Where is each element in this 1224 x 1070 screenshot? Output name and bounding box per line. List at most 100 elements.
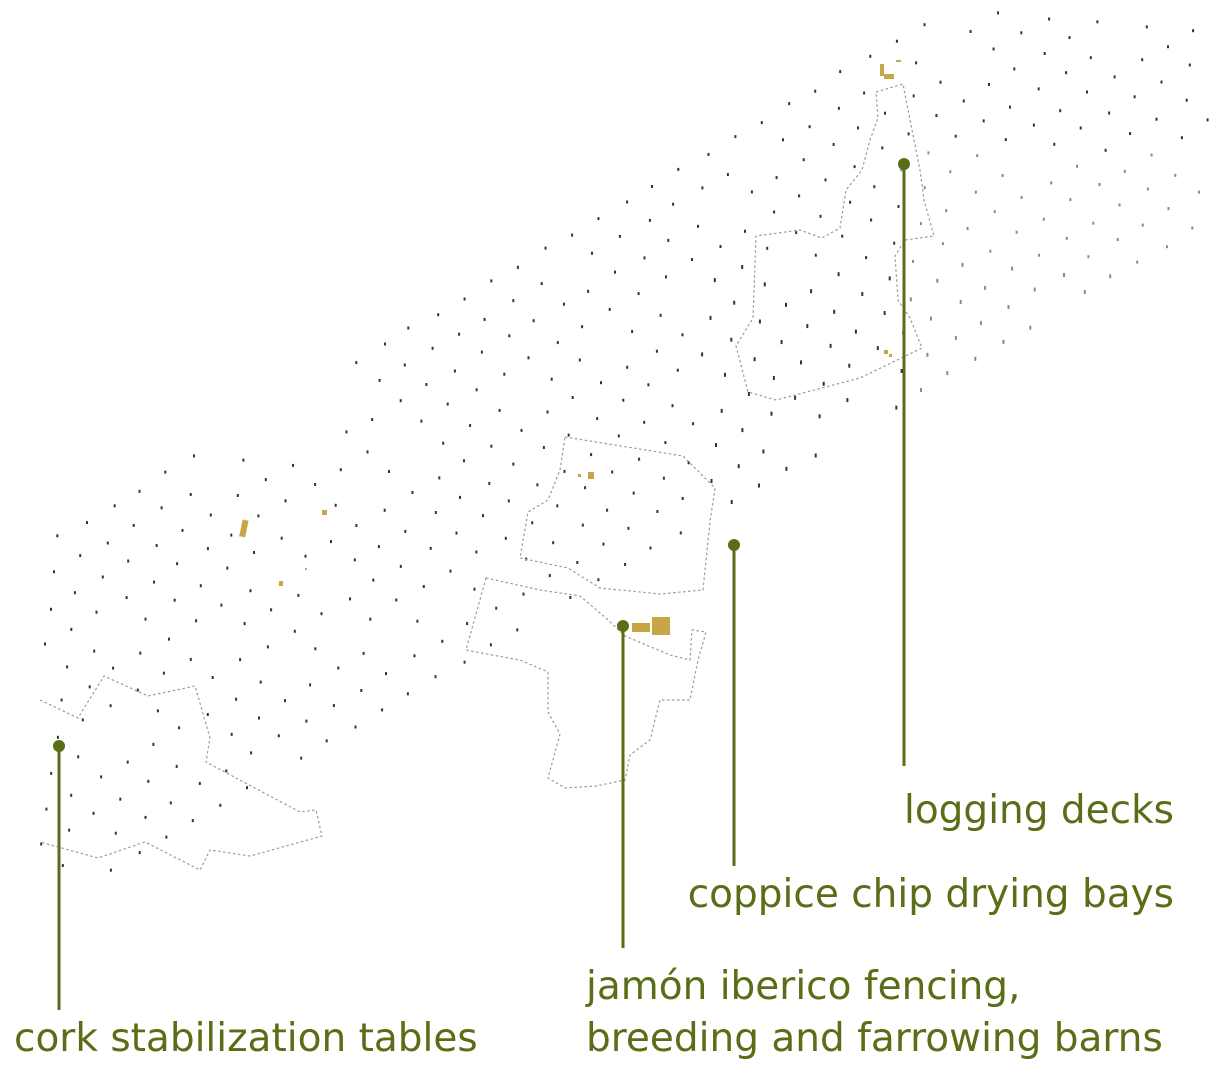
tree-dot	[946, 371, 949, 376]
tree-dot	[818, 414, 821, 419]
tree-dot	[498, 408, 501, 412]
tree-dot	[191, 819, 194, 823]
tree-dot	[126, 760, 129, 764]
tree-dot	[869, 54, 872, 58]
tree-dot	[95, 610, 98, 614]
tree-dot	[100, 775, 103, 779]
tree-dot	[822, 381, 825, 386]
tree-dot	[73, 591, 76, 595]
tree-dot	[853, 165, 856, 169]
cork-table-structure	[305, 568, 307, 570]
tree-dot	[219, 803, 222, 807]
tree-dot	[536, 483, 539, 487]
tree-dot	[230, 732, 233, 736]
tree-dot	[979, 321, 982, 326]
tree-dot	[926, 352, 929, 357]
tree-dot	[581, 325, 584, 329]
tree-dot	[701, 186, 704, 190]
tree-dot	[132, 523, 135, 527]
tree-dot	[741, 428, 744, 433]
tree-dot	[1167, 207, 1170, 211]
tree-dot	[632, 491, 635, 495]
tree-dot	[552, 541, 555, 545]
tree-dot	[814, 89, 817, 93]
tree-dot	[1059, 109, 1062, 113]
tree-dot	[715, 443, 717, 447]
tree-dot	[127, 559, 130, 563]
tree-dot	[1104, 148, 1107, 152]
tree-dot	[974, 356, 977, 361]
tree-dot	[516, 628, 519, 632]
tree-dot	[1109, 274, 1112, 279]
tree-dot	[1188, 63, 1191, 67]
tree-dot	[1079, 126, 1082, 130]
tree-dot	[814, 453, 817, 458]
label-cork-stabilization-tables: cork stabilization tables	[14, 1016, 478, 1061]
tree-dot	[413, 654, 416, 658]
tree-dot	[1191, 226, 1194, 230]
tree-dot	[737, 464, 740, 469]
tree-dot	[209, 513, 212, 517]
label-jamon-iberico-line-1: jamón iberico fencing,	[586, 964, 1021, 1009]
tree-dot	[606, 508, 609, 512]
tree-dot	[832, 143, 835, 146]
tree-dot	[919, 222, 922, 226]
tree-dot	[1092, 221, 1095, 225]
tree-dot	[277, 734, 280, 738]
tree-dot	[744, 229, 746, 233]
tree-dot	[181, 528, 184, 532]
tree-dot	[395, 598, 398, 602]
tree-dot	[81, 718, 84, 722]
tree-dot	[175, 764, 178, 768]
tree-dot	[930, 316, 932, 321]
tree-dot	[893, 241, 896, 245]
tree-dot	[144, 815, 147, 819]
tree-dot	[206, 713, 209, 716]
tree-dot	[846, 398, 849, 403]
tree-dot	[734, 135, 737, 139]
tree-dot	[954, 134, 957, 138]
tree-dot	[548, 574, 551, 578]
tree-dot	[381, 708, 384, 712]
tree-dot	[56, 735, 59, 739]
tree-dot	[773, 210, 776, 214]
tree-dot	[1096, 20, 1099, 24]
tree-dot	[56, 534, 59, 538]
tree-dot	[475, 550, 478, 554]
structure-footprints	[239, 60, 901, 635]
tree-dot	[195, 619, 198, 623]
leader-dot-cork-stabilization-tables	[53, 740, 65, 752]
tree-dot	[895, 39, 898, 43]
tree-dot	[730, 500, 733, 504]
tree-dot	[969, 30, 972, 33]
tree-dot	[556, 341, 559, 345]
tree-dot	[647, 383, 650, 387]
tree-dot	[165, 835, 168, 839]
tree-dot	[681, 497, 684, 500]
tree-dot	[44, 642, 46, 646]
tree-dot	[162, 671, 165, 675]
tree-dot	[512, 462, 515, 466]
tree-dot	[939, 80, 942, 84]
tree-dot	[109, 868, 112, 872]
tree-dot	[138, 851, 141, 855]
tree-dot	[707, 152, 710, 156]
tree-dot	[1009, 105, 1011, 109]
tree-dot	[420, 419, 423, 423]
tree-dot	[829, 343, 832, 348]
tree-dot	[618, 234, 621, 238]
tree-dot	[782, 138, 784, 142]
tree-dot	[239, 658, 242, 662]
barn-structure	[652, 617, 670, 635]
tree-dot	[70, 793, 73, 797]
tree-dot	[1167, 45, 1169, 49]
tree-dot	[236, 494, 239, 497]
tree-dot	[638, 457, 641, 461]
tree-dot	[542, 446, 545, 449]
tree-dot	[788, 102, 791, 106]
tree-dot	[153, 580, 155, 584]
tree-dot	[966, 227, 969, 230]
tree-dot	[915, 61, 918, 65]
tree-dot	[730, 337, 733, 342]
tree-dot	[1063, 273, 1065, 277]
